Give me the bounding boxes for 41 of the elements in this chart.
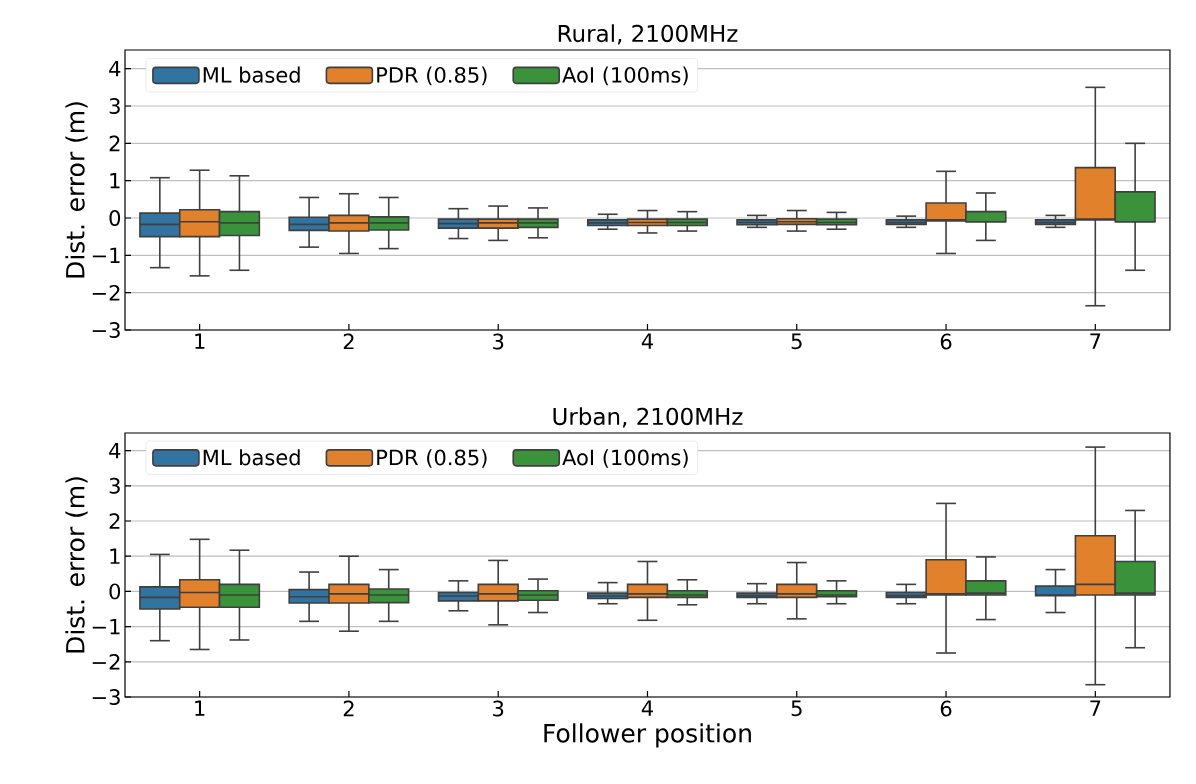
x-tick-label: 3 [493,700,504,717]
y-tick-label: −1 [92,247,120,263]
y-tick-label: 0 [109,583,121,600]
y-tick-label: −3 [92,689,120,705]
x-tick-label: 5 [791,700,802,717]
x-tick-label: 4 [641,700,653,716]
chart-title: Urban, 2100MHz [553,407,743,428]
y-axis-title: Dist. error (m) [65,102,88,278]
y-tick-label: 4 [109,442,121,459]
x-tick-label: 3 [493,333,504,350]
chart-title: Rural, 2100MHz [558,24,738,45]
y-tick-label: 2 [109,135,120,152]
y-tick-label: 0 [109,210,121,226]
x-axis-title: Follower position [544,723,751,748]
x-tick-label: 4 [641,333,653,349]
y-tick-label: −3 [92,322,120,338]
x-tick-label: 6 [940,333,952,350]
y-tick-label: 1 [110,548,120,564]
x-tick-label: 2 [343,333,354,350]
legend-label: PDR (0.85) [377,449,487,468]
x-tick-label: 7 [1090,700,1101,716]
x-tick-label: 2 [343,700,354,717]
legend-label: AoI (100ms) [562,66,688,86]
legend-label: PDR (0.85) [377,66,487,86]
y-tick-label: −2 [92,284,120,301]
y-tick-label: −1 [92,618,120,635]
legend-label: ML based [203,449,300,466]
x-tick-label: 7 [1090,333,1101,349]
y-tick-label: 4 [109,61,121,77]
y-tick-label: 2 [109,513,120,529]
x-tick-label: 5 [791,333,802,350]
y-tick-label: −2 [92,654,120,670]
x-tick-label: 1 [195,333,205,349]
y-tick-label: 1 [110,173,120,189]
legend-label: AoI (100ms) [562,449,688,468]
legend-label: ML based [203,66,300,83]
y-tick-label: 3 [109,98,120,114]
y-tick-label: 3 [109,477,120,494]
x-tick-label: 6 [940,700,952,717]
x-tick-label: 1 [195,700,205,716]
y-axis-title: Dist. error (m) [65,477,88,653]
